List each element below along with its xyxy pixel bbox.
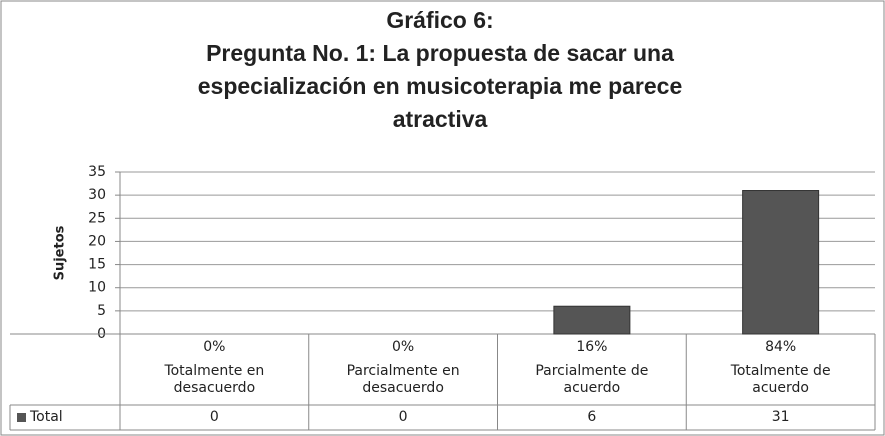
y-tick-label: 5 bbox=[97, 303, 106, 319]
table-value: 31 bbox=[771, 409, 790, 425]
y-tick-label: 10 bbox=[88, 280, 106, 296]
y-tick-label: 30 bbox=[88, 187, 106, 203]
chart-title: especialización en musicoterapia me pare… bbox=[198, 73, 683, 99]
chart-title: Pregunta No. 1: La propuesta de sacar un… bbox=[206, 40, 674, 66]
x-tick-label: Totalmente de acuerdo bbox=[730, 363, 831, 396]
legend-entry: Total bbox=[30, 409, 63, 425]
x-tick-label: Totalmente en desacuerdo bbox=[164, 363, 265, 396]
bar bbox=[553, 305, 631, 335]
chart-title: atractiva bbox=[393, 106, 488, 132]
table-value: 0 bbox=[209, 409, 219, 425]
bar bbox=[742, 190, 820, 335]
y-tick-label: 25 bbox=[88, 210, 106, 226]
y-axis-label: Sujetos bbox=[53, 225, 68, 280]
table-value: 6 bbox=[587, 409, 597, 425]
legend-swatch bbox=[17, 413, 26, 422]
x-tick-label: Parcialmente en desacuerdo bbox=[346, 363, 460, 396]
x-tick-label: Parcialmente de acuerdo bbox=[535, 363, 649, 396]
y-tick-label: 15 bbox=[88, 257, 106, 273]
table-value: 0 bbox=[398, 409, 408, 425]
percent-label: 0% bbox=[203, 339, 226, 355]
y-tick-label: 35 bbox=[88, 164, 106, 180]
percent-label: 0% bbox=[392, 339, 415, 355]
percent-label: 84% bbox=[765, 339, 797, 355]
chart-title: Gráfico 6: bbox=[386, 7, 493, 33]
percent-label: 16% bbox=[576, 339, 608, 355]
y-tick-label: 20 bbox=[88, 233, 106, 249]
